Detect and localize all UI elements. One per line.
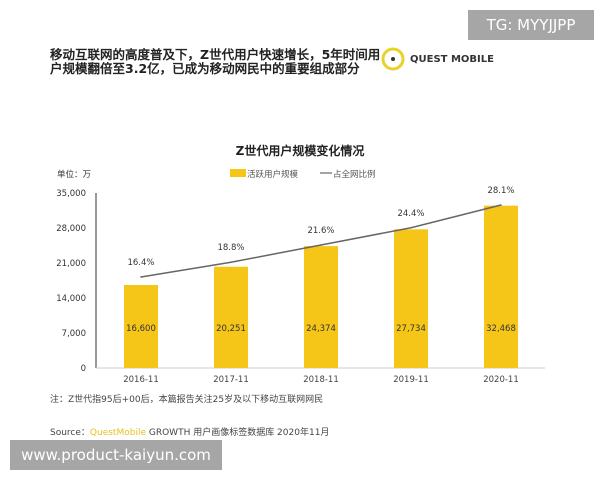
- ratio-point: [410, 226, 412, 229]
- bar: [304, 246, 338, 368]
- bar: [484, 205, 518, 368]
- x-tick-label: 2018-11: [303, 375, 339, 385]
- ratio-label: 18.8%: [217, 243, 244, 253]
- logo-icon: [381, 47, 405, 71]
- y-tick-label: 14,000: [56, 294, 86, 304]
- legend-line-label: 占全网比例: [333, 169, 376, 180]
- logo-text: QUEST MOBILE: [410, 53, 494, 65]
- y-tick-label: 7,000: [62, 329, 86, 339]
- headline: 移动互联网的高度普及下，Z世代用户快速增长，5年时间用户规模翻倍至3.2亿，已成…: [50, 47, 381, 76]
- watermark-bottom: www.product-kaiyun.com: [10, 440, 222, 470]
- unit-label: 单位：万: [57, 169, 91, 180]
- y-tick-label: 35,000: [56, 189, 86, 199]
- x-tick-label: 2017-11: [213, 375, 249, 385]
- ratio-label: 28.1%: [487, 186, 514, 196]
- x-tick-label: 2016-11: [123, 375, 159, 385]
- bar: [394, 229, 428, 368]
- ratio-point: [320, 244, 322, 246]
- watermark-top: TG: MYYJJPP: [468, 10, 594, 40]
- y-tick-label: 0: [81, 364, 86, 374]
- source-prefix: Source：: [50, 428, 90, 438]
- y-tick-label: 21,000: [56, 259, 86, 269]
- legend-bar-swatch: [230, 169, 246, 177]
- bar-value-label: 32,468: [486, 324, 516, 334]
- ratio-label: 21.6%: [307, 226, 334, 236]
- bar-value-label: 27,734: [396, 324, 426, 334]
- legend-bar-label: 活跃用户规模: [247, 169, 299, 180]
- bar: [124, 285, 158, 368]
- ratio-label: 16.4%: [127, 258, 154, 268]
- source: Source：QuestMobile GROWTH 用户画像标签数据库 2020…: [50, 425, 329, 438]
- x-tick-label: 2020-11: [483, 375, 519, 385]
- ratio-label: 24.4%: [397, 209, 424, 219]
- quest-mobile-logo: QUEST MOBILE: [380, 46, 494, 72]
- bar-value-label: 16,600: [126, 324, 156, 334]
- ratio-point: [230, 261, 232, 264]
- ratio-point: [140, 276, 142, 278]
- bar: [214, 266, 248, 368]
- footnote: 注：Z世代指95后+00后，本篇报告关注25岁及以下移动互联网网民: [50, 395, 324, 405]
- x-tick-label: 2019-11: [393, 375, 429, 385]
- source-rest: GROWTH 用户画像标签数据库 2020年11月: [146, 428, 330, 438]
- chart: Z世代用户规模变化情况 单位：万 活跃用户规模 占全网比例 0 7,000 14,0…: [56, 143, 545, 385]
- ratio-point: [500, 204, 502, 206]
- y-tick-label: 28,000: [56, 224, 86, 234]
- chart-title: Z世代用户规模变化情况: [236, 143, 365, 158]
- bar-value-label: 24,374: [306, 324, 336, 334]
- source-brand: QuestMobile: [89, 428, 146, 438]
- bar-value-label: 20,251: [216, 324, 246, 334]
